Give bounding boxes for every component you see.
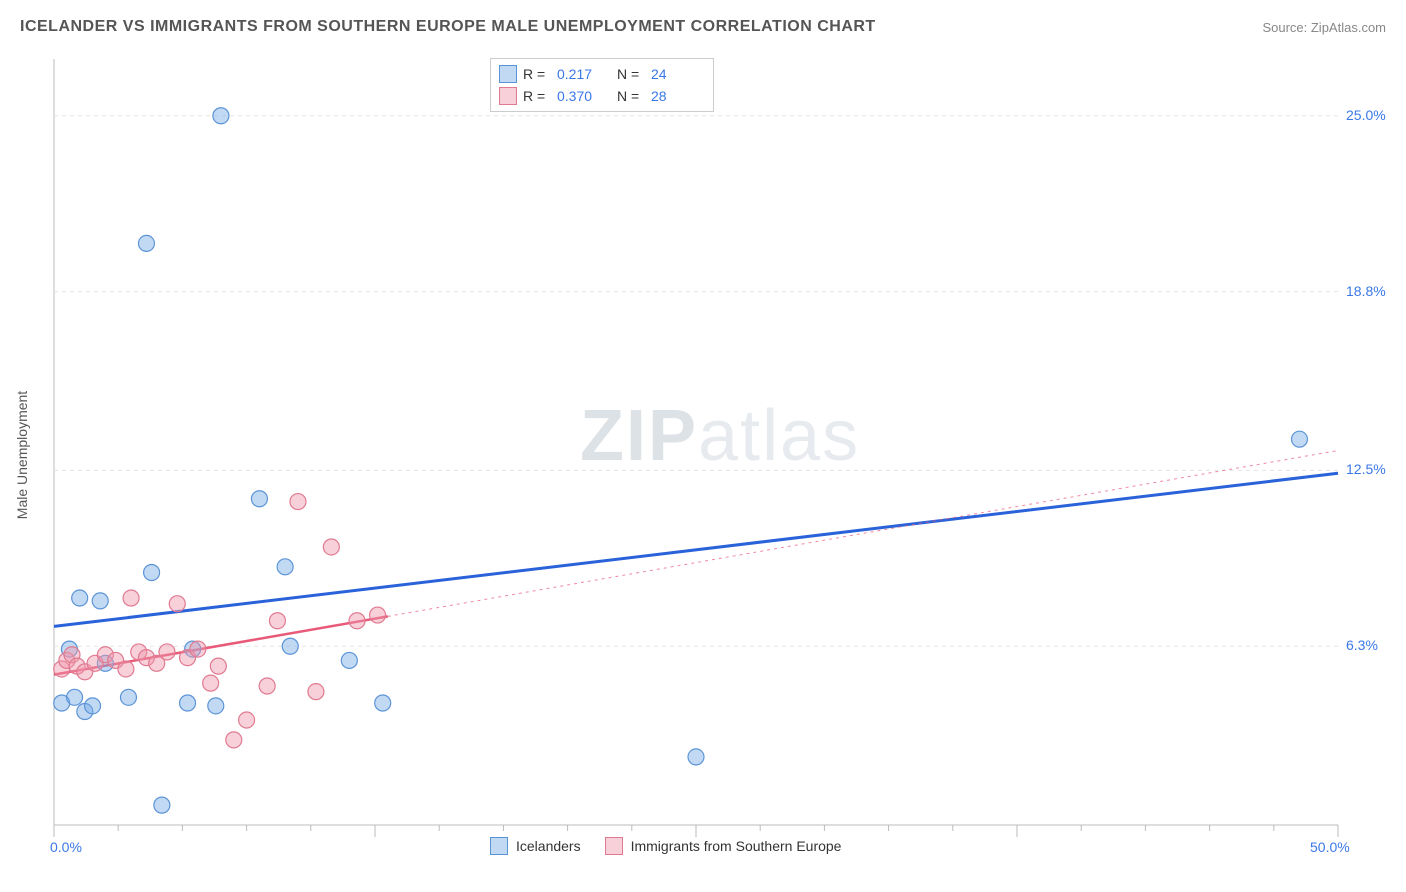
scatter-plot-svg	[50, 55, 1390, 855]
y-axis-label: Male Unemployment	[14, 391, 30, 519]
y-tick-label: 25.0%	[1346, 107, 1386, 123]
y-tick-label: 18.8%	[1346, 283, 1386, 299]
legend-r-value: 0.370	[557, 88, 611, 104]
legend-item-label: Immigrants from Southern Europe	[631, 838, 842, 854]
y-tick-label: 6.3%	[1346, 637, 1378, 653]
legend-n-label: N =	[617, 88, 645, 104]
legend-item-1: Immigrants from Southern Europe	[605, 837, 842, 855]
legend-swatch-icon	[605, 837, 623, 855]
legend-swatch-icon	[490, 837, 508, 855]
chart-title: ICELANDER VS IMMIGRANTS FROM SOUTHERN EU…	[20, 18, 876, 36]
legend-row-series-1: R = 0.370 N = 28	[499, 85, 705, 107]
y-tick-label: 12.5%	[1346, 461, 1386, 477]
legend-r-label: R =	[523, 66, 551, 82]
legend-swatch-icon	[499, 87, 517, 105]
chart-area: Male Unemployment R = 0.217 N = 24 R = 0…	[50, 55, 1390, 855]
legend-n-value: 24	[651, 66, 705, 82]
legend-item-label: Icelanders	[516, 838, 581, 854]
legend-row-series-0: R = 0.217 N = 24	[499, 63, 705, 85]
x-axis-max-label: 50.0%	[1310, 839, 1350, 855]
legend-n-value: 28	[651, 88, 705, 104]
legend-r-label: R =	[523, 88, 551, 104]
series-legend: Icelanders Immigrants from Southern Euro…	[490, 837, 841, 855]
legend-r-value: 0.217	[557, 66, 611, 82]
legend-swatch-icon	[499, 65, 517, 83]
legend-n-label: N =	[617, 66, 645, 82]
chart-source: Source: ZipAtlas.com	[1262, 20, 1386, 35]
correlation-legend: R = 0.217 N = 24 R = 0.370 N = 28	[490, 58, 714, 112]
legend-item-0: Icelanders	[490, 837, 581, 855]
chart-header: ICELANDER VS IMMIGRANTS FROM SOUTHERN EU…	[0, 0, 1406, 46]
x-axis-min-label: 0.0%	[50, 839, 82, 855]
